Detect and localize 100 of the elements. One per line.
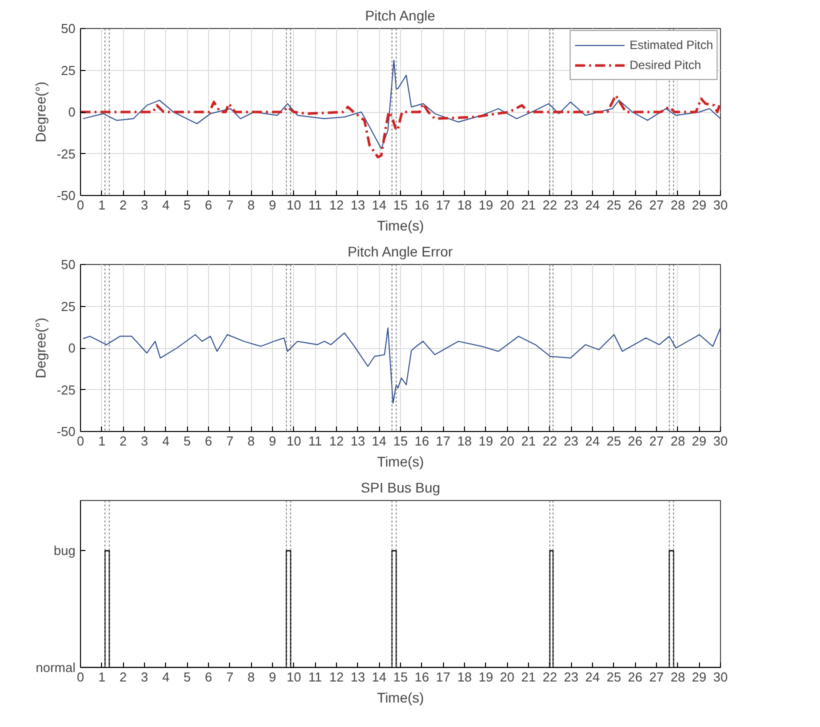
x-tick-label: 25	[606, 434, 622, 448]
x-tick-label: 17	[436, 434, 450, 448]
x-tick-label: 20	[500, 434, 514, 448]
x-tick-label: 21	[521, 670, 536, 684]
y-tick-label: 25	[61, 62, 76, 78]
x-tick-label: 23	[564, 198, 578, 212]
x-tick-label: 24	[585, 434, 600, 448]
x-tick-label: 6	[204, 434, 212, 448]
x-tick-label: 29	[692, 198, 706, 212]
x-tick-label: 9	[268, 434, 276, 448]
x-tick-label: 18	[457, 434, 472, 448]
x-tick-label: 14	[372, 670, 386, 684]
x-tick-label: 20	[500, 670, 514, 684]
x-tick-label: 17	[436, 198, 450, 212]
y-tick-label: 50	[61, 21, 76, 36]
x-tick-label: 19	[478, 670, 494, 684]
x-tick-label: 24	[585, 198, 600, 212]
x-tick-label: 8	[248, 434, 255, 448]
line-series	[82, 60, 720, 150]
y-tick-label: -50	[56, 188, 76, 203]
x-tick-label: 15	[393, 434, 408, 448]
y-tick-label: 0	[68, 340, 76, 356]
x-tick-label: 28	[670, 198, 686, 212]
x-tick-label: 30	[713, 198, 728, 212]
x-tick-label: 13	[350, 434, 366, 448]
x-tick-label: 5	[184, 670, 191, 684]
x-tick-label: 15	[393, 198, 408, 212]
x-tick-label: 27	[649, 434, 664, 448]
chart-title: SPI Bus Bug	[360, 480, 440, 496]
x-tick-label: 4	[162, 198, 170, 212]
x-tick-label: 28	[670, 670, 686, 684]
x-axis-title: Time(s)	[377, 454, 424, 470]
x-tick-label: 22	[542, 434, 558, 448]
y-tick-label: -50	[56, 424, 76, 439]
x-tick-label: 13	[350, 198, 366, 212]
x-tick-label: 16	[414, 434, 430, 448]
x-tick-label: 19	[478, 198, 494, 212]
x-tick-label: 5	[184, 198, 191, 212]
x-tick-label: 11	[308, 434, 322, 448]
chart-title: Pitch Angle Error	[348, 244, 453, 260]
x-tick-label: 25	[606, 198, 622, 212]
x-tick-label: 26	[628, 670, 642, 684]
x-tick-label: 27	[649, 670, 664, 684]
x-tick-label: 7	[226, 434, 234, 448]
x-tick-label: 14	[372, 198, 386, 212]
x-tick-label: 6	[204, 670, 212, 684]
y-tick-label: 50	[61, 257, 76, 272]
x-tick-label: 5	[184, 434, 191, 448]
x-tick-label: 11	[308, 198, 322, 212]
x-tick-label: 4	[162, 434, 170, 448]
text: normal	[36, 660, 76, 675]
x-tick-label: 2	[120, 670, 127, 684]
y-tick-label: -25	[56, 146, 76, 162]
x-tick-label: 12	[329, 670, 344, 684]
x-axis-title: Time(s)	[377, 690, 424, 706]
x-tick-label: 18	[457, 670, 472, 684]
x-tick-label: 17	[436, 670, 450, 684]
x-tick-label: 26	[628, 198, 642, 212]
x-tick-label: 16	[414, 198, 430, 212]
x-tick-label: 3	[140, 434, 148, 448]
y-tick-label: 0	[68, 104, 76, 120]
x-tick-label: 1	[98, 434, 106, 448]
x-tick-label: 6	[204, 198, 212, 212]
x-tick-label: 8	[248, 198, 255, 212]
x-tick-label: 30	[713, 670, 728, 684]
x-axis-title: Time(s)	[377, 218, 424, 234]
y-axis-title: Degree(°)	[32, 318, 49, 378]
x-tick-label: 24	[585, 670, 600, 684]
x-tick-label: 20	[500, 198, 514, 212]
y-tick-label: -25	[56, 382, 76, 398]
x-tick-label: 22	[542, 198, 558, 212]
x-tick-label: 23	[564, 670, 578, 684]
x-tick-label: 26	[628, 434, 642, 448]
x-tick-label: 7	[226, 670, 234, 684]
line-series	[82, 327, 720, 404]
x-tick-label: 23	[564, 434, 578, 448]
legend-label: Desired Pitch	[630, 58, 701, 72]
chart-title: Pitch Angle	[365, 8, 436, 24]
legend-label: Estimated Pitch	[630, 38, 713, 52]
x-tick-label: 30	[713, 434, 728, 448]
x-tick-label: 21	[521, 198, 536, 212]
x-tick-label: 4	[162, 670, 170, 684]
x-tick-label: 10	[286, 434, 302, 448]
x-tick-label: 13	[350, 670, 366, 684]
x-tick-label: 21	[521, 434, 536, 448]
y-tick-label: 25	[61, 298, 76, 314]
x-tick-label: 3	[140, 198, 148, 212]
x-tick-label: 25	[606, 670, 622, 684]
x-tick-label: 1	[98, 670, 106, 684]
x-tick-label: 16	[414, 670, 430, 684]
x-tick-label: 19	[478, 434, 494, 448]
text: bug	[54, 543, 76, 558]
x-tick-label: 9	[268, 670, 276, 684]
x-tick-label: 2	[120, 434, 127, 448]
line-series	[80, 94, 720, 158]
x-tick-label: 14	[372, 434, 386, 448]
x-tick-label: 22	[542, 670, 558, 684]
x-tick-label: 29	[692, 670, 706, 684]
x-tick-label: 18	[457, 198, 472, 212]
x-tick-label: 27	[649, 198, 664, 212]
